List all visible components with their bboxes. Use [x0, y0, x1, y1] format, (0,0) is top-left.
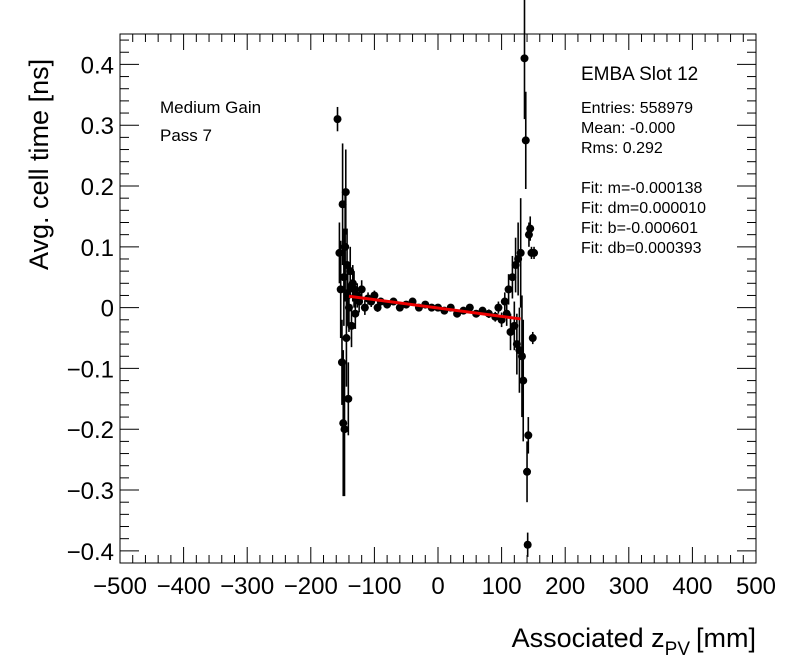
data-point	[494, 303, 503, 312]
y-tick-label: −0.4	[67, 539, 114, 566]
x-tick-label: 300	[609, 573, 649, 600]
fit-line	[348, 294, 521, 321]
x-axis-title-unit: [mm]	[696, 623, 756, 653]
y-tick-label: 0.2	[81, 174, 114, 201]
y-tick-label: −0.1	[67, 356, 114, 383]
y-axis-title: Avg. cell time [ns]	[24, 59, 54, 270]
stat-line: Fit: dm=0.000010	[581, 200, 706, 217]
data-point	[520, 54, 529, 63]
data-point	[395, 303, 404, 312]
y-tick-label: 0.3	[81, 113, 114, 140]
data-point	[524, 431, 533, 440]
stat-line: Mean: -0.000	[581, 120, 675, 137]
stat-box-title: EMBA Slot 12	[581, 64, 698, 85]
data-point	[360, 303, 369, 312]
x-tick-label: 400	[672, 573, 712, 600]
x-axis-title: Associated zPV [mm]	[512, 623, 756, 660]
data-point	[341, 242, 350, 251]
data-point	[517, 352, 526, 361]
data-point	[523, 467, 532, 476]
data-point	[344, 394, 353, 403]
x-tick-label: 500	[736, 573, 776, 600]
data-point	[351, 309, 360, 318]
data-point	[340, 425, 349, 434]
data-point	[506, 327, 515, 336]
data-point	[370, 291, 379, 300]
x-axis-title-main: Associated z	[512, 623, 665, 653]
x-tick-label: 200	[545, 573, 585, 600]
data-point	[341, 188, 350, 197]
y-tick-label: 0	[101, 296, 114, 323]
x-tick-labels: −500 −400 −300 −200 −100 0 100 200 300 400 500	[93, 573, 776, 600]
data-point	[373, 303, 382, 312]
x-tick-label: −100	[347, 573, 401, 600]
y-tick-label: −0.3	[67, 478, 114, 505]
data-point	[530, 248, 539, 257]
y-tick-labels: −0.4 −0.3 −0.2 −0.1 0 0.1 0.2 0.3 0.4	[67, 52, 114, 565]
x-tick-label: −400	[157, 573, 211, 600]
x-tick-label: −200	[284, 573, 338, 600]
data-point	[504, 285, 513, 294]
data-point	[336, 285, 345, 294]
data-point	[347, 321, 356, 330]
data-points	[333, 0, 539, 557]
stat-line: Fit: b=-0.000601	[581, 220, 698, 237]
gain-label: Medium Gain	[160, 98, 261, 117]
y-tick-label: −0.2	[67, 417, 114, 444]
y-tick-label: 0.1	[81, 235, 114, 262]
y-tick-label: 0.4	[81, 52, 114, 79]
data-point	[357, 285, 366, 294]
data-point	[528, 334, 537, 343]
stat-line: Entries: 558979	[581, 100, 693, 117]
stat-line: Fit: db=0.000393	[581, 240, 702, 257]
stat-line: Fit: m=-0.000138	[581, 180, 703, 197]
x-tick-label: −300	[220, 573, 274, 600]
data-point	[523, 540, 532, 549]
axis-ticks	[119, 34, 757, 564]
stat-line: Rms: 0.292	[581, 140, 663, 157]
data-point	[519, 376, 528, 385]
data-point	[508, 273, 517, 282]
data-point	[521, 136, 530, 145]
data-point	[342, 334, 351, 343]
data-point	[333, 115, 342, 124]
data-point	[526, 224, 535, 233]
data-point	[350, 285, 359, 294]
x-tick-label: 100	[482, 573, 522, 600]
data-point	[355, 297, 364, 306]
x-tick-label: −500	[93, 573, 147, 600]
stat-box: Entries: 558979 Mean: -0.000 Rms: 0.292 Fit…	[581, 100, 706, 257]
data-point	[500, 297, 509, 306]
x-tick-label: 0	[431, 573, 444, 600]
data-point	[465, 303, 474, 312]
x-axis-title-subscript: PV	[665, 639, 691, 660]
pass-label: Pass 7	[160, 126, 212, 145]
data-point	[516, 248, 525, 257]
